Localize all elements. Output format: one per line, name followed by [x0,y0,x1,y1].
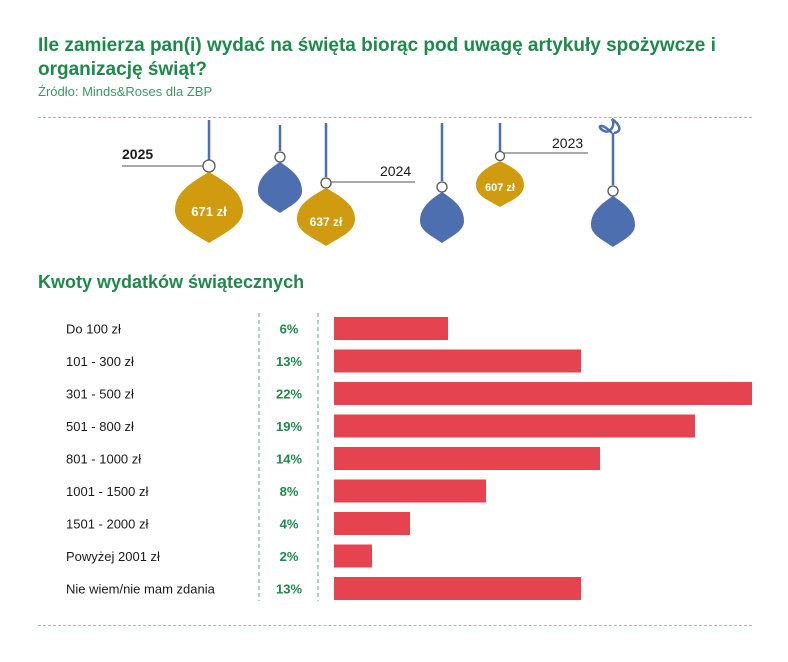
category-label: 801 - 1000 zł [66,452,141,467]
bar [334,414,695,438]
ornaments-illustration: 2025 671 zł 2024 637 zł [122,117,635,247]
ornament-2023: 2023 607 zł [476,123,588,207]
spending-bar-chart: Do 100 zł 6% 101 - 300 zł 13% 301 - 500 zł 22… [66,313,752,601]
ornament-2025-year: 2025 [122,146,153,162]
category-label: 301 - 500 zł [66,387,134,402]
ornament-2025-value: 671 zł [191,204,227,219]
blue-ornament [420,123,464,243]
category-label: 1001 - 1500 zł [66,484,149,499]
ornament-2024-value: 637 zł [310,215,343,229]
percent-label: 14% [276,452,302,467]
ornament-2024-year: 2024 [380,163,411,179]
blue-ornament-bow [591,117,635,247]
ornament-2024: 2024 637 zł [297,123,415,246]
category-label: 501 - 800 zł [66,419,134,434]
bar [334,349,581,373]
percent-label: 22% [276,387,302,402]
bar [334,512,410,535]
divider-top [38,117,752,118]
ornament-2025: 2025 671 zł [122,120,243,243]
category-label: Nie wiem/nie mam zdania [66,582,216,597]
percent-label: 4% [280,517,299,532]
bar [334,544,372,568]
bar [334,577,581,600]
percent-label: 8% [280,484,299,499]
percent-label: 13% [276,354,302,369]
divider-bottom [38,625,752,626]
category-label: Powyżej 2001 zł [66,549,160,564]
blue-ornament [258,125,302,213]
percent-label: 2% [280,549,299,564]
category-label: 101 - 300 zł [66,354,134,369]
page-title: Ile zamierza pan(i) wydać na święta bior… [38,35,716,80]
ornament-2023-year: 2023 [552,135,583,151]
percent-label: 6% [280,322,299,337]
percent-label: 19% [276,419,302,434]
bar [334,447,600,470]
source-note: Źródło: Minds&Roses dla ZBP [38,84,213,99]
category-label: 1501 - 2000 zł [66,517,149,532]
bar [334,382,752,405]
category-label: Do 100 zł [66,322,121,337]
bar [334,479,486,503]
bar [334,317,448,340]
ornament-2023-value: 607 zł [485,182,515,194]
chart-title: Kwoty wydatków świątecznych [38,272,305,292]
percent-label: 13% [276,582,302,597]
